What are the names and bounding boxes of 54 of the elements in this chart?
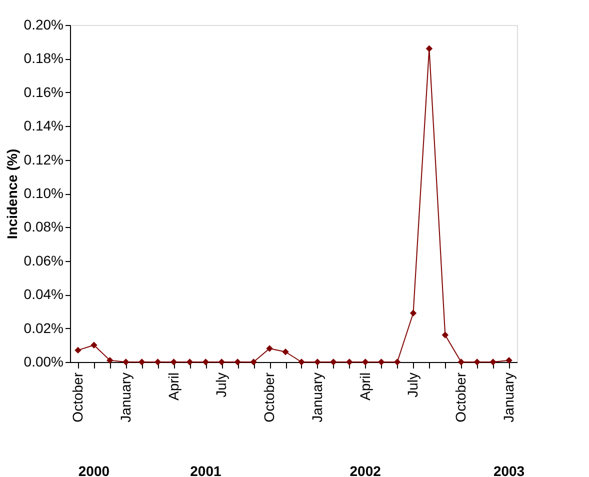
y-axis-title: Incidence (%) (4, 148, 20, 240)
point (218, 358, 226, 366)
point (314, 358, 321, 366)
point (154, 358, 162, 366)
y-tick-label: 0.00% (24, 354, 64, 370)
y-tick-label: 0.02% (24, 320, 64, 336)
x-tick-label: April (356, 372, 373, 401)
point (330, 358, 337, 366)
y-tick-label: 0.16% (24, 84, 64, 100)
point (202, 358, 210, 366)
y-tick-label: 0.06% (24, 252, 64, 268)
point (346, 358, 353, 366)
text: 2003 (493, 463, 525, 477)
point (122, 358, 130, 366)
point (378, 358, 385, 366)
point (106, 356, 114, 364)
point (490, 358, 496, 366)
y-tick-label: 0.10% (24, 185, 64, 201)
point (250, 358, 257, 366)
x-tick-label: October (261, 372, 278, 422)
text: 2000 (78, 463, 110, 477)
x-tick-label: January (308, 372, 325, 422)
point (362, 358, 369, 366)
point (506, 356, 512, 364)
x-tick-label: January (117, 372, 134, 422)
point (426, 45, 433, 52)
x-tick-label: October (452, 372, 469, 422)
point (394, 358, 401, 366)
y-tick-label: 0.12% (24, 151, 64, 168)
point (170, 358, 178, 366)
point (410, 310, 417, 316)
point (458, 358, 464, 366)
point (282, 348, 289, 356)
text: 2001 (190, 463, 222, 477)
x-tick-label: July (213, 372, 230, 398)
point (234, 358, 241, 366)
y-tick-label: 0.14% (24, 118, 64, 134)
point (266, 345, 273, 352)
point (298, 358, 305, 366)
x-tick-label: April (165, 372, 182, 401)
y-tick-label: 0.18% (24, 50, 64, 66)
point (138, 358, 146, 366)
y-tick-label: 0.20% (24, 16, 64, 32)
point (474, 358, 480, 366)
x-tick-label: July (404, 372, 421, 398)
point (442, 332, 449, 338)
point (74, 346, 82, 354)
point (186, 358, 194, 366)
x-tick-label: October (69, 372, 86, 422)
y-tick-label: 0.08% (24, 218, 64, 235)
y-tick-label: 0.04% (24, 286, 64, 302)
point (90, 342, 98, 349)
text: 2002 (350, 463, 382, 477)
x-tick-label: January (500, 372, 517, 422)
